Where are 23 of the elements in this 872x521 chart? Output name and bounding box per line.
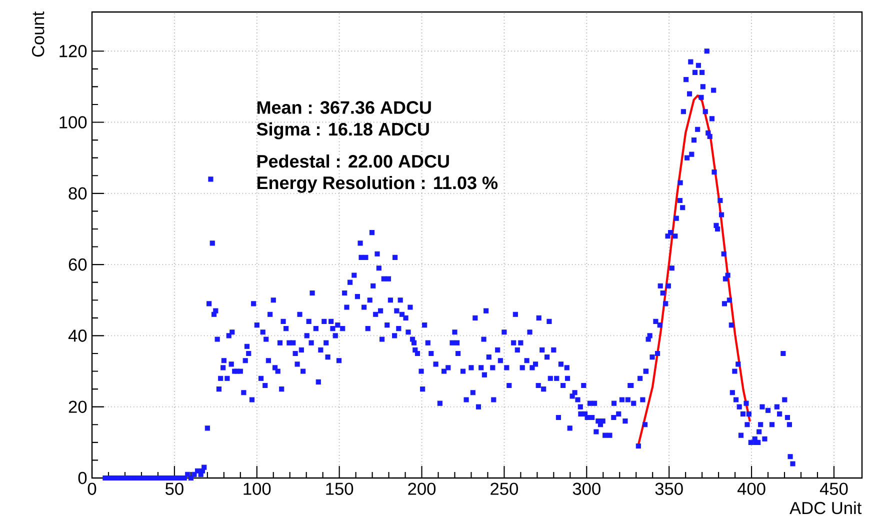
x-axis-title: ADC Unit	[790, 501, 862, 514]
x-tick-label: 300	[572, 482, 600, 495]
x-tick-label: 200	[408, 482, 436, 495]
annotation: Sigma : 16.18 ADCU	[256, 122, 429, 140]
annotation: Energy Resolution : 11.03 %	[257, 176, 498, 193]
x-tick-label: 50	[166, 482, 184, 495]
y-tick-label: 120	[60, 44, 87, 58]
x-tick-label: 100	[244, 482, 271, 495]
y-tick-label: 100	[60, 116, 87, 128]
y-tick-label: 0	[78, 472, 87, 484]
y-axis-title: Count	[32, 11, 44, 57]
x-tick-label: 250	[490, 482, 518, 495]
y-tick-label: 80	[68, 187, 87, 200]
x-tick-label: 150	[326, 482, 354, 495]
annotation: Mean : 367.36 ADCU	[257, 101, 431, 114]
x-tick-label: 0	[88, 482, 96, 495]
y-tick-label: 20	[68, 400, 87, 413]
y-tick-label: 60	[68, 258, 87, 271]
x-tick-label: 400	[737, 482, 766, 495]
annotation: Pedestal : 22.00 ADCU	[257, 154, 449, 168]
x-tick-label: 450	[820, 482, 848, 495]
y-tick-label: 40	[68, 330, 87, 342]
x-tick-label: 350	[655, 482, 683, 495]
